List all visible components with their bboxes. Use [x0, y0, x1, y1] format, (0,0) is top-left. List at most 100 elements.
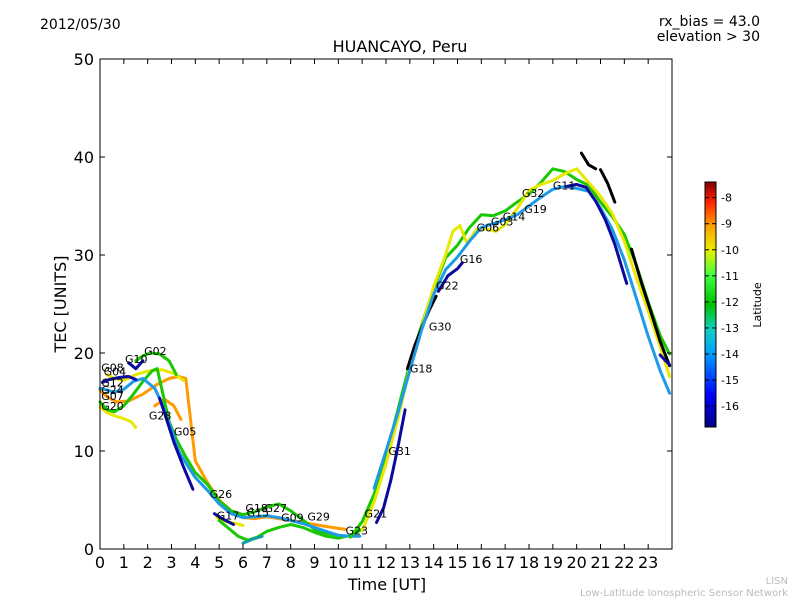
- satellite-label: G31: [388, 445, 411, 458]
- satellite-label: G21: [365, 508, 388, 521]
- satellite-label: G08: [101, 362, 124, 375]
- x-tick-label: 15: [447, 553, 467, 572]
- colorbar-tick-label: -13: [721, 322, 739, 335]
- x-tick-label: 7: [262, 553, 272, 572]
- date-label: 2012/05/30: [40, 17, 121, 33]
- colorbar-tick-label: -15: [721, 374, 739, 387]
- y-axis-label: TEC [UNITS]: [51, 256, 70, 354]
- series-line-24: [565, 182, 629, 285]
- series-line-7: [134, 351, 178, 377]
- series-line-11: [100, 375, 138, 384]
- series-line-14: [212, 512, 235, 526]
- series-line-20: [630, 247, 672, 368]
- x-tick-label: 9: [309, 553, 319, 572]
- colorbar-ticks: -8 -9 -10 -11 -12 -13 -14 -15 -16: [705, 192, 739, 413]
- x-tick-label: 12: [376, 553, 396, 572]
- x-tick-label: 21: [590, 553, 610, 572]
- colorbar-tick-label: -12: [721, 296, 739, 309]
- series-line-10: [98, 377, 362, 538]
- colorbar-tick-label: -14: [721, 348, 739, 361]
- satellite-label: G18: [245, 502, 268, 515]
- x-axis-label: Time [UT]: [347, 575, 426, 594]
- series-line-8: [217, 519, 364, 542]
- x-tick-label: 14: [423, 553, 443, 572]
- satellite-label: G30: [429, 320, 452, 333]
- satellite-label: G09: [281, 512, 304, 525]
- colorbar-tick-label: -16: [721, 400, 739, 413]
- series-line-21: [372, 184, 672, 490]
- x-tick-label: 18: [519, 553, 539, 572]
- satellite-label: G10: [125, 353, 148, 366]
- rx-bias-label: rx_bias = 43.0: [658, 14, 760, 30]
- series-line-22: [375, 408, 407, 524]
- x-tick-label: 19: [543, 553, 563, 572]
- series-layer: [98, 151, 672, 545]
- satellite-label: G20: [101, 400, 124, 413]
- x-tick-label: 20: [566, 553, 586, 572]
- y-tick-label: 20: [74, 344, 94, 363]
- x-tick-label: 17: [495, 553, 515, 572]
- series-line-9: [241, 534, 264, 545]
- colorbar-tick-label: -9: [721, 218, 732, 231]
- footer-lisn: LISN: [765, 576, 788, 587]
- series-line-19: [599, 168, 617, 204]
- satellite-label: G24: [101, 384, 124, 397]
- colorbar-tick-label: -11: [721, 270, 739, 283]
- series-line-18: [579, 151, 598, 171]
- x-tick-label: 8: [286, 553, 296, 572]
- x-tick-label: 3: [166, 553, 176, 572]
- satellite-label: G03: [491, 216, 514, 229]
- x-tick-label: 10: [328, 553, 348, 572]
- satellite-label: G05: [174, 425, 197, 438]
- satellite-label: G17: [217, 510, 240, 523]
- satellite-label: G06: [477, 221, 500, 234]
- chart-title: HUANCAYO, Peru: [332, 37, 468, 56]
- colorbar-label: Latitude: [751, 282, 764, 328]
- satellite-label: G22: [436, 279, 459, 292]
- satellite-label: G18: [410, 363, 433, 376]
- satellite-label: G27: [264, 502, 287, 515]
- y-tick-label: 10: [74, 442, 94, 461]
- x-tick-label: 13: [400, 553, 420, 572]
- series-line-6: [98, 367, 340, 537]
- x-tick-label: 0: [95, 553, 105, 572]
- x-tick-label: 6: [238, 553, 248, 572]
- satellite-label: G19: [524, 203, 547, 216]
- satellite-labels: G08G04G10G02G12G24G07G20G28G05G26G17G18G…: [101, 179, 575, 537]
- x-tick-label: 2: [143, 553, 153, 572]
- y-tick-label: 30: [74, 246, 94, 265]
- x-tick-label: 23: [638, 553, 658, 572]
- colorbar: [704, 181, 717, 428]
- satellite-label: G16: [460, 253, 483, 266]
- satellite-label: G12: [101, 376, 124, 389]
- satellite-label: G29: [307, 511, 330, 524]
- satellite-label: G14: [503, 211, 526, 224]
- x-tick-label: 4: [190, 553, 200, 572]
- y-tick-label: 0: [84, 540, 94, 559]
- satellite-label: G07: [101, 390, 124, 403]
- x-tick-label: 22: [614, 553, 634, 572]
- footer-network: Low-Latitude Ionospheric Sensor Network: [580, 588, 788, 599]
- series-line-4: [98, 405, 138, 429]
- colorbar-tick-label: -8: [721, 192, 732, 205]
- elevation-label: elevation > 30: [656, 29, 760, 45]
- colorbar-tick-label: -10: [721, 244, 739, 257]
- satellite-label: G02: [144, 345, 167, 358]
- y-tick-label: 50: [74, 50, 94, 69]
- satellite-label: G04: [104, 366, 127, 379]
- satellite-label: G26: [210, 488, 233, 501]
- satellite-label: G32: [522, 187, 545, 200]
- x-tick-label: 11: [352, 553, 372, 572]
- x-tick-label: 16: [471, 553, 491, 572]
- satellite-label: G11: [553, 179, 576, 192]
- satellite-label: G28: [149, 410, 172, 423]
- series-line-13: [127, 359, 145, 371]
- series-line-25: [658, 353, 672, 367]
- x-tick-label: 1: [119, 553, 129, 572]
- x-tick-label: 5: [214, 553, 224, 572]
- satellite-label: G23: [345, 524, 368, 537]
- ticks-layer: 0 1 2 3 4 5 6 7 8 9 10 11 12 13 14 15 16 17 18 19 20 21 22 2301…: [74, 50, 672, 572]
- series-line-23: [436, 261, 464, 293]
- series-line-12: [158, 396, 195, 491]
